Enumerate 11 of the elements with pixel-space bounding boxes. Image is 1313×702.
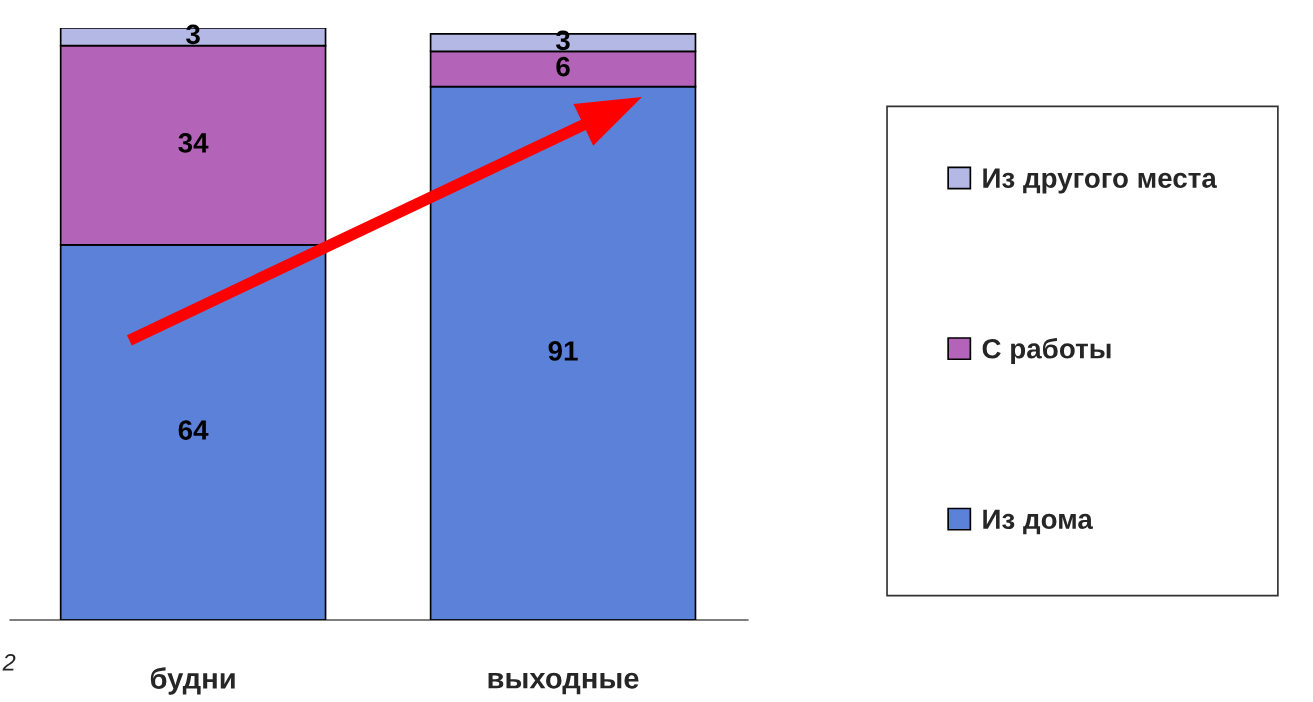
data-label: 91 xyxy=(548,341,578,361)
x-tick-label: выходные xyxy=(488,672,639,695)
data-label: 3 xyxy=(186,24,200,45)
legend-label: Из дома xyxy=(983,509,1093,535)
legend-label: С работы xyxy=(982,337,1111,365)
data-label: 6 xyxy=(556,56,570,77)
x-tick-label: будни xyxy=(150,667,235,695)
data-label: 34 xyxy=(178,133,209,153)
text: 2 xyxy=(2,653,16,671)
legend-label: Из другого места xyxy=(983,168,1217,194)
data-label: 64 xyxy=(178,420,209,440)
